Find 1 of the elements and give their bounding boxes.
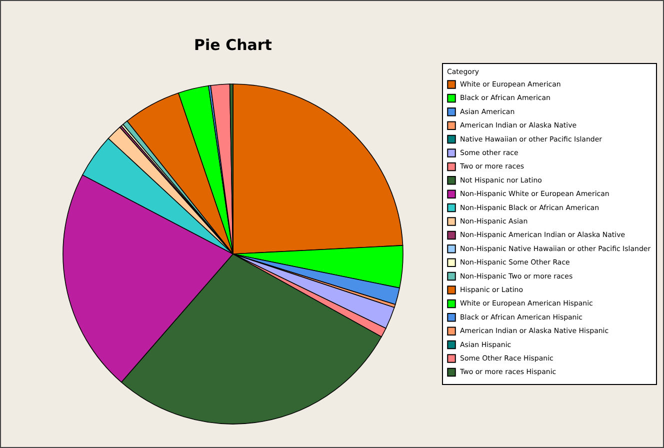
- chart-title: Pie Chart: [194, 36, 272, 54]
